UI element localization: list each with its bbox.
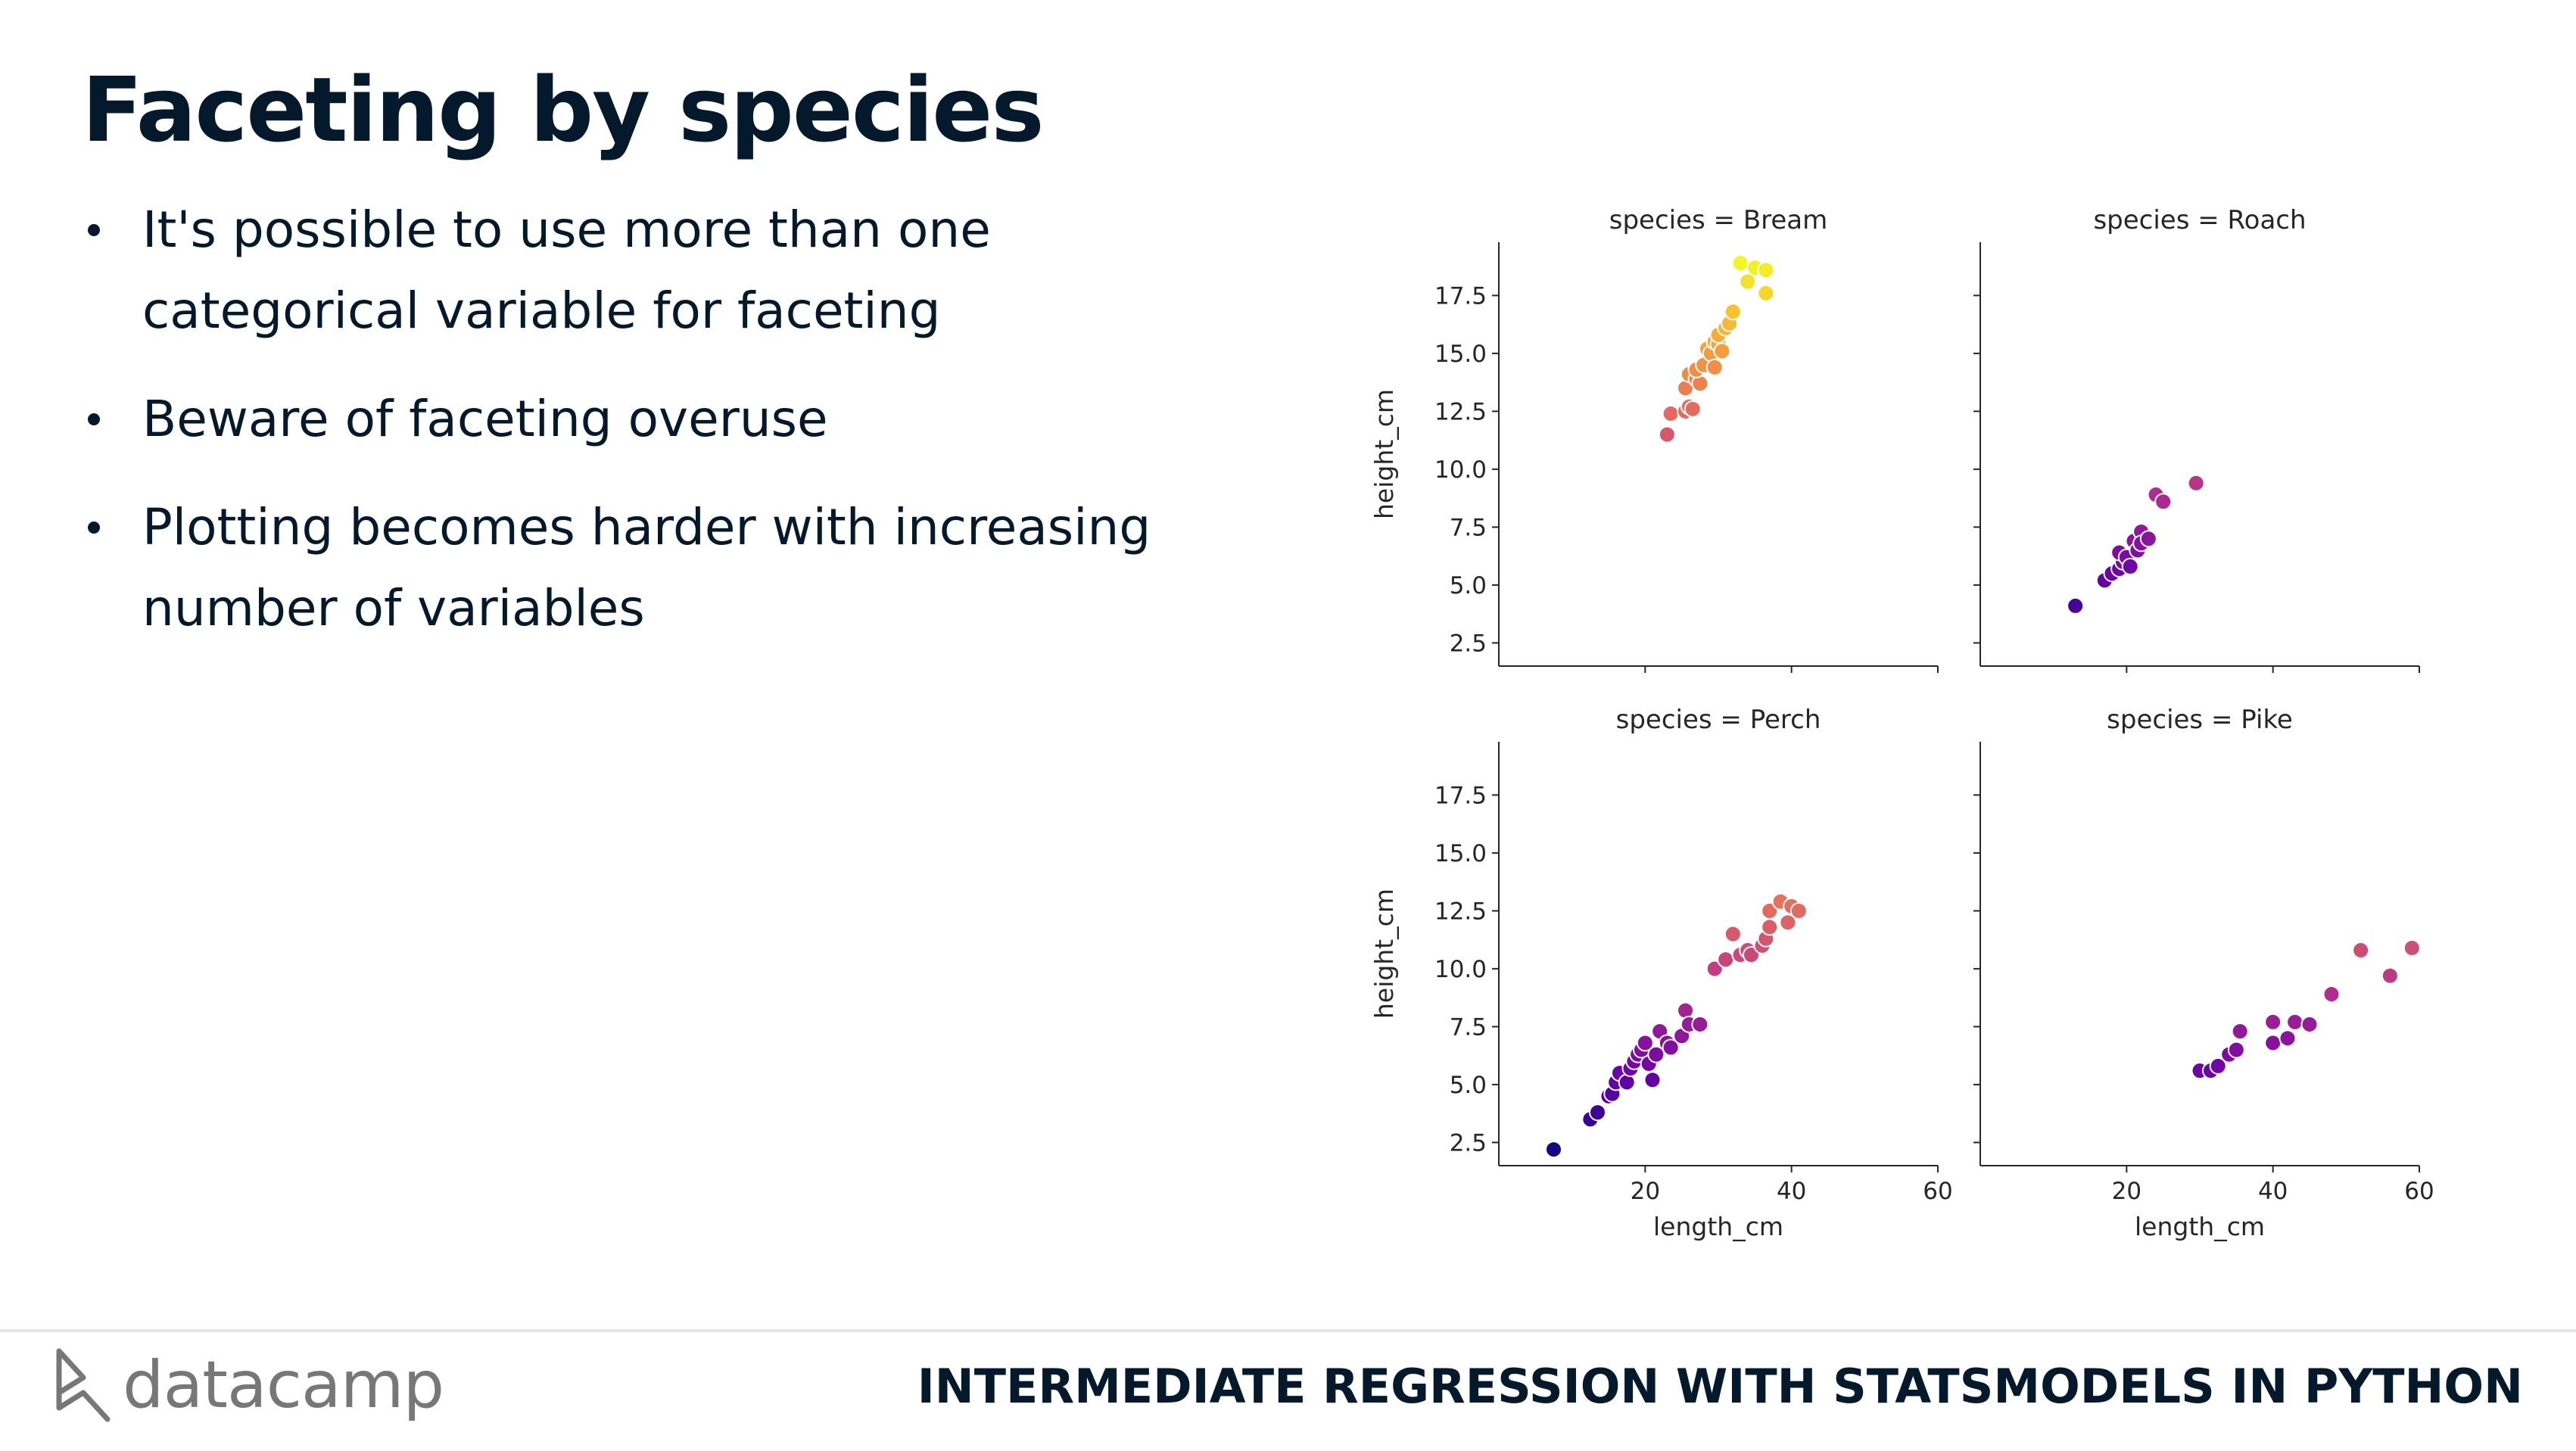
bullet-list: It's possible to use more than one categ… <box>82 189 1263 676</box>
data-point <box>1724 925 1742 943</box>
footer-divider <box>0 1329 2576 1332</box>
x-tick-label: 40 <box>1777 1178 1806 1205</box>
data-point <box>1662 1038 1680 1057</box>
bullet-item: Plotting becomes harder with increasing … <box>82 487 1263 649</box>
data-point <box>2231 1023 2249 1041</box>
data-point <box>2264 1013 2282 1031</box>
x-axis-label: length_cm <box>2135 1212 2265 1241</box>
data-point <box>2286 1013 2304 1031</box>
bullet-item: It's possible to use more than one categ… <box>82 189 1263 351</box>
logo-text: datacamp <box>123 1347 444 1423</box>
x-tick-label: 20 <box>2112 1178 2141 1205</box>
x-tick-label: 40 <box>2258 1178 2288 1205</box>
data-point <box>2067 596 2085 615</box>
facet-scatter-chart: species = Bream 2.5 5.0 7.5 10.0 12.5 15.0 17.5… <box>1369 205 2434 1241</box>
y-tick-label: 12.5 <box>1434 898 1487 925</box>
data-point <box>1717 951 1735 969</box>
data-point <box>2139 530 2157 548</box>
data-point <box>2187 474 2205 492</box>
y-tick-label: 15.0 <box>1434 341 1487 368</box>
data-point <box>1589 1104 1606 1122</box>
y-tick-label: 7.5 <box>1450 1014 1487 1041</box>
facet-title: species = Bream <box>1609 205 1828 235</box>
data-point <box>2209 1057 2227 1075</box>
bullet-item: Beware of faceting overuse <box>82 378 1263 459</box>
data-point <box>1684 400 1702 418</box>
data-point <box>2352 941 2370 959</box>
course-title: INTERMEDIATE REGRESSION WITH STATSMODELS… <box>917 1359 2523 1414</box>
data-point <box>1636 1034 1654 1052</box>
data-point <box>1757 261 1775 279</box>
y-tick-label: 5.0 <box>1450 572 1487 599</box>
data-point <box>2264 1034 2282 1052</box>
data-point <box>1705 960 1724 978</box>
data-point <box>1643 1071 1662 1089</box>
data-point <box>1731 254 1749 272</box>
y-tick-label: 10.0 <box>1434 456 1487 484</box>
y-tick-label: 10.0 <box>1434 956 1487 983</box>
data-point <box>1647 1045 1665 1063</box>
y-tick-label: 7.5 <box>1450 514 1487 541</box>
data-point <box>1761 901 1779 920</box>
data-point <box>1724 303 1742 321</box>
data-point <box>2227 1041 2245 1059</box>
y-axis-label: height_cm <box>1369 389 1399 519</box>
data-point <box>2300 1015 2319 1033</box>
facet-title: species = Roach <box>2093 205 2306 235</box>
data-point <box>1691 1015 1709 1033</box>
x-axis-label: length_cm <box>1653 1212 1783 1241</box>
y-tick-label: 5.0 <box>1450 1072 1487 1099</box>
y-tick-label: 17.5 <box>1434 782 1487 809</box>
x-tick-label: 60 <box>1923 1178 1952 1205</box>
data-point <box>1739 272 1757 291</box>
y-tick-label: 2.5 <box>1450 1129 1487 1157</box>
y-tick-label: 15.0 <box>1434 840 1487 867</box>
datacamp-logo-icon <box>56 1348 111 1422</box>
y-tick-label: 2.5 <box>1450 630 1487 657</box>
slide-title: Faceting by species <box>82 58 1045 162</box>
facet-title: species = Perch <box>1616 705 1821 735</box>
y-axis-label: height_cm <box>1369 889 1399 1019</box>
y-tick-label: 12.5 <box>1434 398 1487 425</box>
x-tick-label: 20 <box>1631 1178 1660 1205</box>
data-point <box>1743 946 1760 964</box>
data-point <box>1662 404 1680 422</box>
x-tick-label: 60 <box>2404 1178 2434 1205</box>
y-tick-label: 17.5 <box>1434 282 1487 310</box>
data-point <box>1705 358 1724 376</box>
datacamp-logo: datacamp <box>53 1347 444 1423</box>
data-point <box>2154 493 2173 511</box>
data-point <box>1757 284 1775 302</box>
data-point <box>2279 1029 2297 1048</box>
data-point <box>2403 939 2421 957</box>
data-point <box>1779 914 1797 932</box>
data-point <box>2381 967 2399 985</box>
data-point <box>1713 342 1731 360</box>
data-point <box>2322 985 2341 1004</box>
data-point <box>1761 918 1779 936</box>
data-point <box>1789 901 1808 920</box>
data-point <box>2121 557 2139 575</box>
data-point <box>1545 1141 1562 1159</box>
facet-title: species = Pike <box>2107 705 2293 735</box>
data-point <box>1658 425 1676 444</box>
